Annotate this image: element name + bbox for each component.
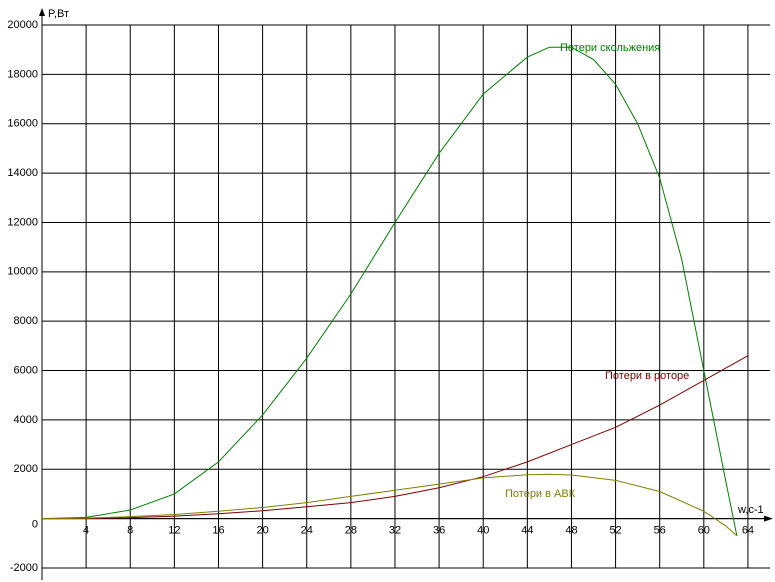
y-tick-label: 2000 xyxy=(14,463,38,475)
series-label: Потери в роторе xyxy=(605,370,689,382)
x-tick-label: 32 xyxy=(389,525,401,537)
x-tick-label: 20 xyxy=(256,525,268,537)
y-axis-arrow xyxy=(39,8,45,16)
series-line xyxy=(41,473,738,537)
y-tick-label: 4000 xyxy=(14,414,38,426)
x-tick-label: 8 xyxy=(127,525,133,537)
x-tick-label: 48 xyxy=(565,525,577,537)
x-tick-label: 52 xyxy=(609,525,621,537)
y-tick-label: 10000 xyxy=(7,266,38,278)
x-tick-label: 60 xyxy=(698,525,710,537)
y-tick-label: 0 xyxy=(32,519,38,531)
x-tick-label: 44 xyxy=(521,525,533,537)
x-tick-label: 40 xyxy=(477,525,489,537)
y-tick-label: 20000 xyxy=(7,19,38,31)
x-tick-label: 28 xyxy=(345,525,357,537)
x-axis-arrow xyxy=(764,515,773,522)
y-tick-label: 16000 xyxy=(7,118,38,130)
y-tick-label: 14000 xyxy=(7,167,38,179)
x-tick-label: 24 xyxy=(301,525,313,537)
series-line xyxy=(41,355,749,520)
x-tick-label: 56 xyxy=(654,525,666,537)
y-axis-label: P,Вт xyxy=(48,8,69,20)
y-tick-label: 18000 xyxy=(7,68,38,80)
y-tick-label: 8000 xyxy=(14,315,38,327)
y-tick-label: 6000 xyxy=(14,364,38,376)
x-tick-label: 4 xyxy=(83,525,89,537)
x-axis-label: w,c-1 xyxy=(737,504,764,516)
series-label: Потери в АВК xyxy=(505,488,576,500)
x-tick-label: 36 xyxy=(433,525,445,537)
y-tick-label: 12000 xyxy=(7,216,38,228)
x-tick-label: 12 xyxy=(168,525,180,537)
x-tick-label: 64 xyxy=(742,525,754,537)
y-tick-label: -2000 xyxy=(10,562,38,574)
x-tick-label: 16 xyxy=(212,525,224,537)
series-label: Потери скольжения xyxy=(560,42,660,54)
series-line xyxy=(41,46,738,537)
